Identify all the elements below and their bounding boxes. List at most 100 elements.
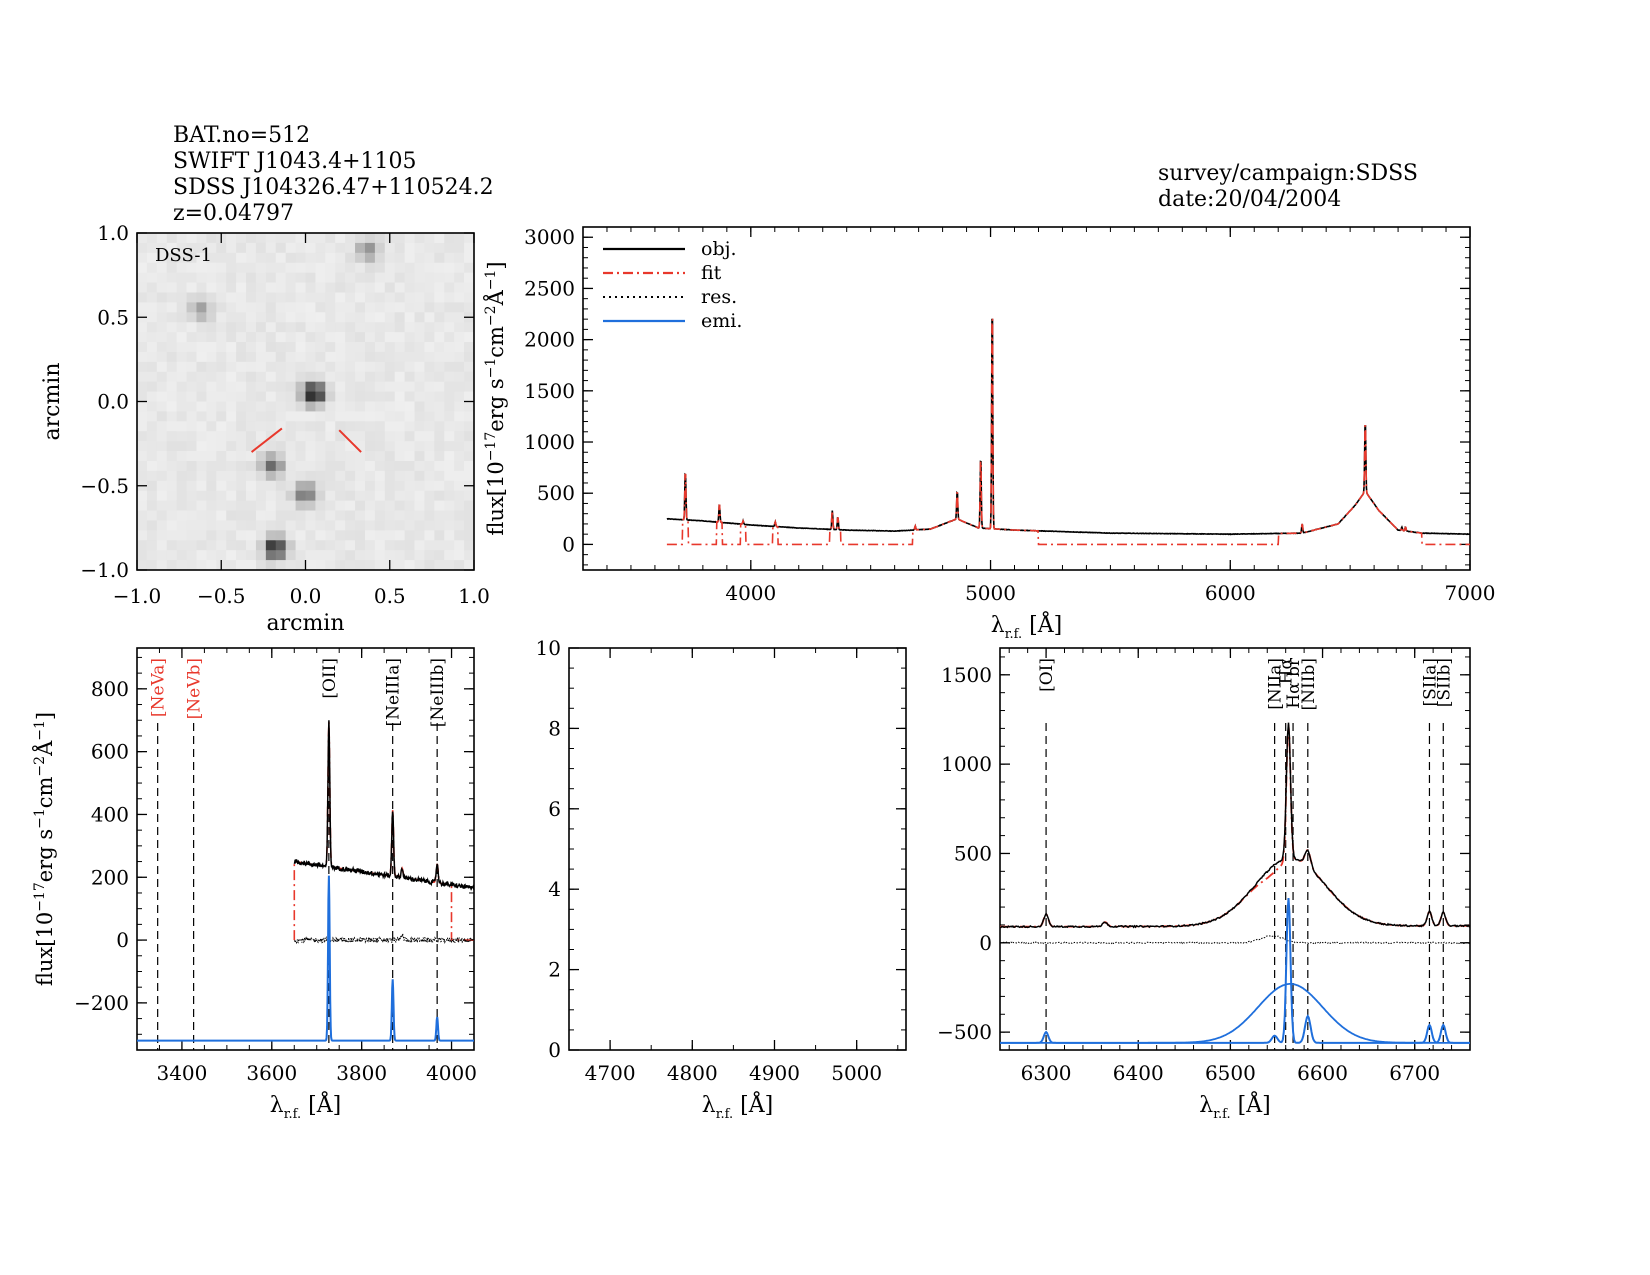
swift-name: SWIFT J1043.4+1105 [173, 149, 417, 174]
image-pixel [434, 262, 445, 274]
image-pixel [325, 371, 336, 383]
image-pixel [374, 490, 386, 502]
image-pixel [137, 550, 148, 561]
x-tick-label: 6000 [1205, 581, 1256, 605]
image-pixel [335, 302, 346, 313]
image-pixel [394, 381, 406, 392]
image-pixel [325, 401, 336, 412]
image-pixel [434, 381, 445, 392]
x-tick-label: 3800 [336, 1061, 387, 1085]
image-pixel [464, 342, 475, 353]
image-pixel [424, 272, 435, 283]
image-pixel [325, 312, 336, 323]
image-pixel [454, 351, 465, 363]
blue-zoom-panel: 3400 3600 3800 4000 −200 0 200 400 600 800 [NeVa] [… [32, 647, 477, 1122]
image-pixel [464, 242, 475, 254]
image-pixel [335, 332, 346, 343]
image-pixel [236, 490, 247, 502]
image-pixel [335, 272, 346, 283]
image-pixel [434, 480, 445, 492]
image-pixel [216, 520, 227, 531]
image-pixel [374, 391, 386, 402]
image-pixel [176, 322, 187, 333]
image-pixel [394, 560, 406, 571]
image-pixel [355, 431, 366, 442]
image-pixel [364, 401, 376, 412]
x-tick-label: 0.5 [374, 584, 406, 608]
image-pixel [156, 421, 168, 432]
image-pixel [335, 480, 346, 492]
image-pixel [364, 242, 376, 254]
image-pixel [424, 431, 435, 442]
y-tick-label: 1500 [524, 379, 575, 403]
y-tick-label: 600 [91, 740, 129, 764]
image-pixel [345, 480, 356, 492]
image-pixel [325, 550, 336, 561]
image-pixel [404, 312, 415, 323]
image-pixel [345, 332, 356, 343]
image-pixel [176, 302, 187, 313]
image-pixel [335, 252, 346, 264]
y-tick-label: 4 [548, 877, 561, 901]
image-pixel [156, 242, 168, 254]
image-pixel [275, 282, 287, 293]
image-pixel [444, 381, 455, 392]
image-pixel [156, 530, 168, 541]
image-pixel [246, 332, 257, 343]
image-pixel [444, 312, 455, 323]
image-pixel [464, 391, 475, 402]
image-pixel [414, 361, 425, 373]
image-pixel [404, 391, 415, 402]
image-pixel [236, 262, 247, 274]
x-axis-label: λr.f. [Å] [702, 1090, 773, 1122]
image-pixel [216, 332, 227, 343]
image-pixel [414, 262, 425, 274]
image-pixel [255, 242, 267, 254]
image-pixel [335, 411, 346, 422]
image-pixel [186, 510, 197, 521]
line-marker-label: [OI] [1037, 658, 1057, 692]
image-pixel [156, 540, 168, 551]
image-pixel [206, 540, 217, 551]
date-label: date:20/04/2004 [1158, 187, 1342, 212]
image-pixel [394, 421, 406, 432]
image-pixel [186, 233, 197, 244]
image-pixel [305, 560, 316, 571]
image-pixel [156, 510, 168, 521]
image-pixel [196, 292, 207, 303]
image-pixel [384, 490, 396, 502]
image-pixel [226, 332, 237, 343]
image-pixel [444, 351, 455, 363]
image-pixel [404, 500, 415, 511]
image-pixel [146, 411, 158, 422]
line-marker-label: [SIIa] [1420, 658, 1440, 706]
image-pixel [176, 530, 187, 541]
image-pixel [315, 470, 326, 482]
image-pixel [186, 550, 197, 561]
image-pixel [226, 421, 237, 432]
image-pixel [325, 490, 336, 502]
image-pixel [454, 421, 465, 432]
image-pixel [186, 371, 197, 383]
image-pixel [166, 550, 178, 561]
image-pixel [414, 431, 425, 442]
image-pixel [236, 381, 247, 392]
image-pixel [364, 530, 376, 541]
image-pixel [206, 242, 217, 254]
image-pixel [444, 292, 455, 303]
image-pixel [305, 351, 316, 363]
line-marker-label: [NeIIIa] [384, 658, 404, 726]
image-pixel [374, 510, 386, 521]
image-pixel [226, 322, 237, 333]
image-pixel [345, 282, 356, 293]
image-pixel [434, 421, 445, 432]
legend-residual: res. [701, 286, 737, 308]
image-pixel [394, 312, 406, 323]
image-pixel [374, 560, 386, 571]
image-pixel [295, 560, 306, 571]
image-pixel [384, 480, 396, 492]
emission-model [137, 875, 474, 1042]
image-pixel [394, 242, 406, 254]
image-pixel [394, 233, 406, 244]
image-pixel [146, 262, 158, 274]
